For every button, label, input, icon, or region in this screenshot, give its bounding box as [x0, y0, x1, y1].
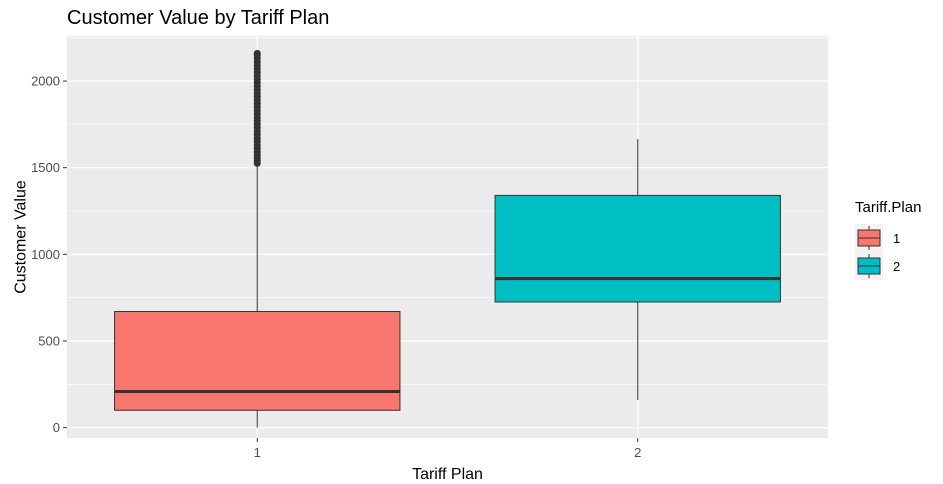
box-group-1: [114, 49, 401, 428]
y-tick-label: 500: [38, 333, 60, 348]
y-tick-label: 1000: [31, 247, 60, 262]
y-axis-title: Customer Value: [13, 180, 30, 294]
x-tick-label: 1: [254, 445, 261, 460]
box-group-2: [494, 139, 781, 400]
legend-label: 1: [893, 231, 900, 246]
legend-item-1: 1: [855, 224, 900, 252]
x-axis-title: Tariff Plan: [412, 466, 483, 483]
legend-title: Tariff.Plan: [855, 199, 921, 216]
y-tick-label: 0: [53, 420, 60, 435]
chart-title: Customer Value by Tariff Plan: [67, 7, 329, 29]
y-tick-label: 1500: [31, 160, 60, 175]
box-iqr: [114, 311, 401, 411]
x-tick-label: 2: [634, 445, 641, 460]
boxes-layer: [114, 49, 781, 428]
legend-label: 2: [893, 259, 900, 274]
legend: Tariff.Plan 1 2: [855, 199, 921, 280]
y-axis-ticks: 0 500 1000 1500 2000: [31, 74, 67, 435]
outlier-point: [253, 49, 261, 57]
y-tick-label: 2000: [31, 74, 60, 89]
box-iqr: [494, 194, 781, 303]
legend-item-2: 2: [855, 252, 900, 280]
